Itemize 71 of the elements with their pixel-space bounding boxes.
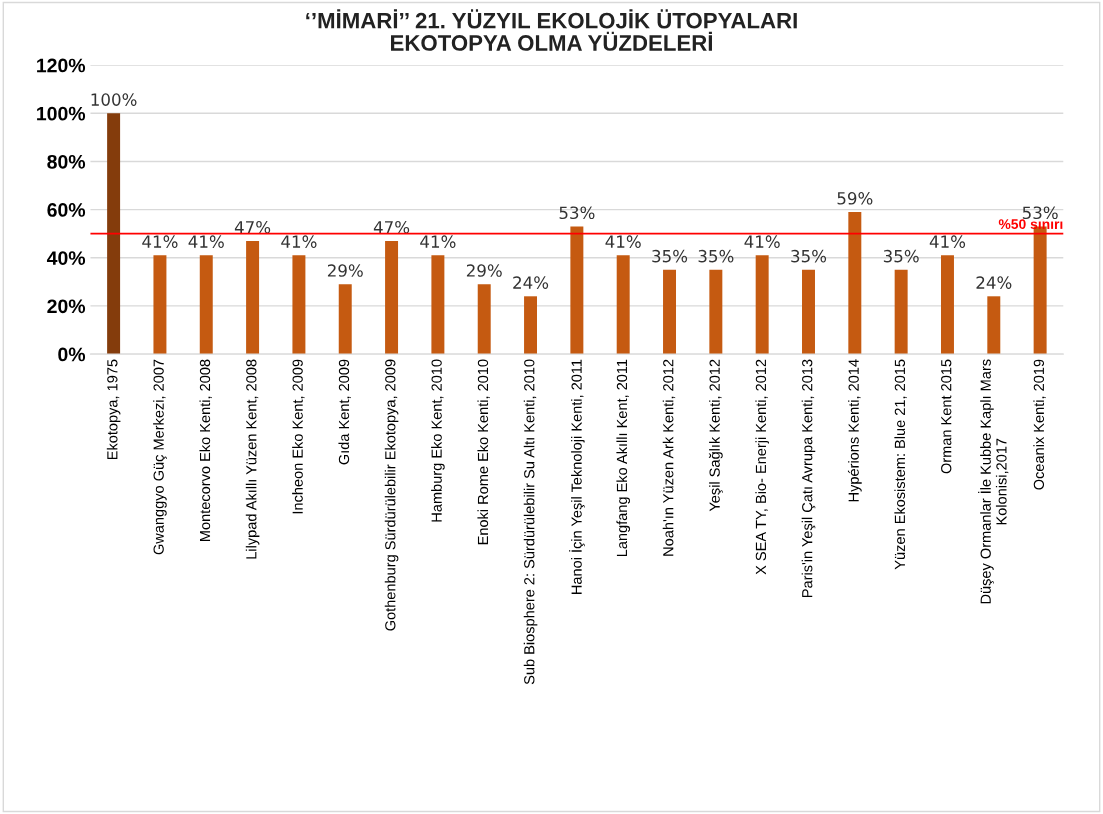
bar (338, 284, 352, 355)
bar (755, 255, 769, 355)
y-tick-label: 40% (46, 251, 86, 265)
x-tick-label: Lilypad Akıllı Yüzen Kent, 2008 (245, 359, 260, 559)
bar (570, 226, 584, 355)
bar (477, 284, 491, 355)
bar (153, 255, 167, 355)
data-label: 53% (1022, 206, 1058, 220)
data-label: 41% (142, 235, 178, 248)
bar (431, 255, 445, 355)
bar (663, 269, 677, 355)
data-label: 53% (559, 206, 595, 220)
data-label: 29% (466, 264, 502, 277)
bar (894, 269, 908, 355)
x-tick-label: Langfang Eko Akıllı Kent, 2011 (616, 359, 630, 557)
data-label: 47% (234, 220, 271, 234)
bar (385, 240, 399, 355)
bar (848, 212, 862, 355)
x-tick-label: Yüzen Ekosistem: Blue 21, 2015 (894, 359, 907, 570)
data-label: 24% (976, 276, 1012, 289)
data-label: 35% (698, 249, 734, 263)
x-tick-label: Gwanggyo Güç Merkezi, 2007 (153, 359, 167, 555)
data-label: 59% (837, 192, 873, 205)
x-tick-label: Düşey Ormanlar İle Kubbe Kaplı Mars Kolonisi,2017 (978, 359, 1009, 604)
data-label: 47% (373, 220, 410, 234)
data-label: 41% (605, 235, 641, 248)
bar (802, 269, 815, 355)
y-tick-label: 60% (47, 203, 86, 217)
x-tick-label: X SEA TY, Bio- Enerji Kenti, 2012 (755, 359, 769, 575)
x-tick-label: Paris'in Yeşil Çatı Avrupa Kenti, 2013 (801, 359, 816, 598)
x-tick-label: Montecorvo Eko Kenti, 2008 (199, 359, 212, 541)
x-tick-label: Incheon Eko Kent, 2009 (292, 359, 305, 514)
x-tick-label: Noah'ın Yüzen Ark Kenti, 2012 (662, 359, 676, 556)
data-label: 35% (791, 249, 827, 263)
bar (107, 113, 121, 355)
bar (246, 240, 260, 355)
x-tick-label: Hypérions Kenti, 2014 (847, 359, 862, 502)
x-tick-label: Enoki Rome Eko Kenti, 2010 (477, 359, 490, 545)
data-label: 41% (188, 235, 224, 248)
x-tick-label: Yeşil Sağlık Kenti, 2012 (708, 359, 723, 512)
y-tick-label: 80% (47, 154, 86, 169)
data-label: 24% (513, 276, 549, 289)
ref-line-label: %50 sınırı (998, 219, 1063, 230)
data-label: 41% (744, 235, 780, 248)
bar (199, 255, 213, 355)
y-tick-label: 20% (47, 299, 86, 314)
data-label: 41% (281, 235, 317, 248)
x-tick-label: Ekotopya, 1975 (106, 359, 121, 460)
data-label: 29% (327, 264, 363, 277)
chart-title: ‘’MİMARİ’’ 21. YÜZYIL EKOLOJİK ÜTOPYALARI EKOTOPYA OLMA YÜZDELERİ (306, 9, 797, 51)
bar (292, 255, 306, 355)
bar (709, 269, 723, 355)
x-tick-label: Hanoi İçin Yeşil Teknoloji Kenti, 2011 (569, 359, 585, 594)
bar (940, 255, 954, 355)
y-tick-label: 120% (37, 58, 86, 73)
bar (616, 255, 630, 355)
y-tick-label: 100% (37, 106, 86, 121)
data-label: 41% (929, 235, 966, 248)
data-label: 41% (420, 235, 456, 248)
x-tick-label: Sub Biosphere 2: Sürdürülebilir Su Altı Kenti, 2010 (523, 359, 538, 685)
x-tick-label: Orman Kent 2015 (941, 359, 952, 474)
y-tick-label: 0% (58, 347, 86, 362)
data-label: 35% (652, 249, 688, 263)
bar (524, 296, 538, 355)
x-tick-label: Gıda Kent, 2009 (338, 359, 351, 465)
bar (987, 296, 1001, 355)
x-tick-label: Hamburg Eko Kent, 2010 (431, 359, 445, 522)
data-label: 100% (91, 93, 137, 106)
data-label: 35% (883, 249, 919, 263)
x-tick-label: Oceanix Kenti, 2019 (1033, 359, 1046, 490)
x-tick-label: Gothenburg Sürdürülebilir Ekotopya, 2009 (384, 359, 399, 631)
